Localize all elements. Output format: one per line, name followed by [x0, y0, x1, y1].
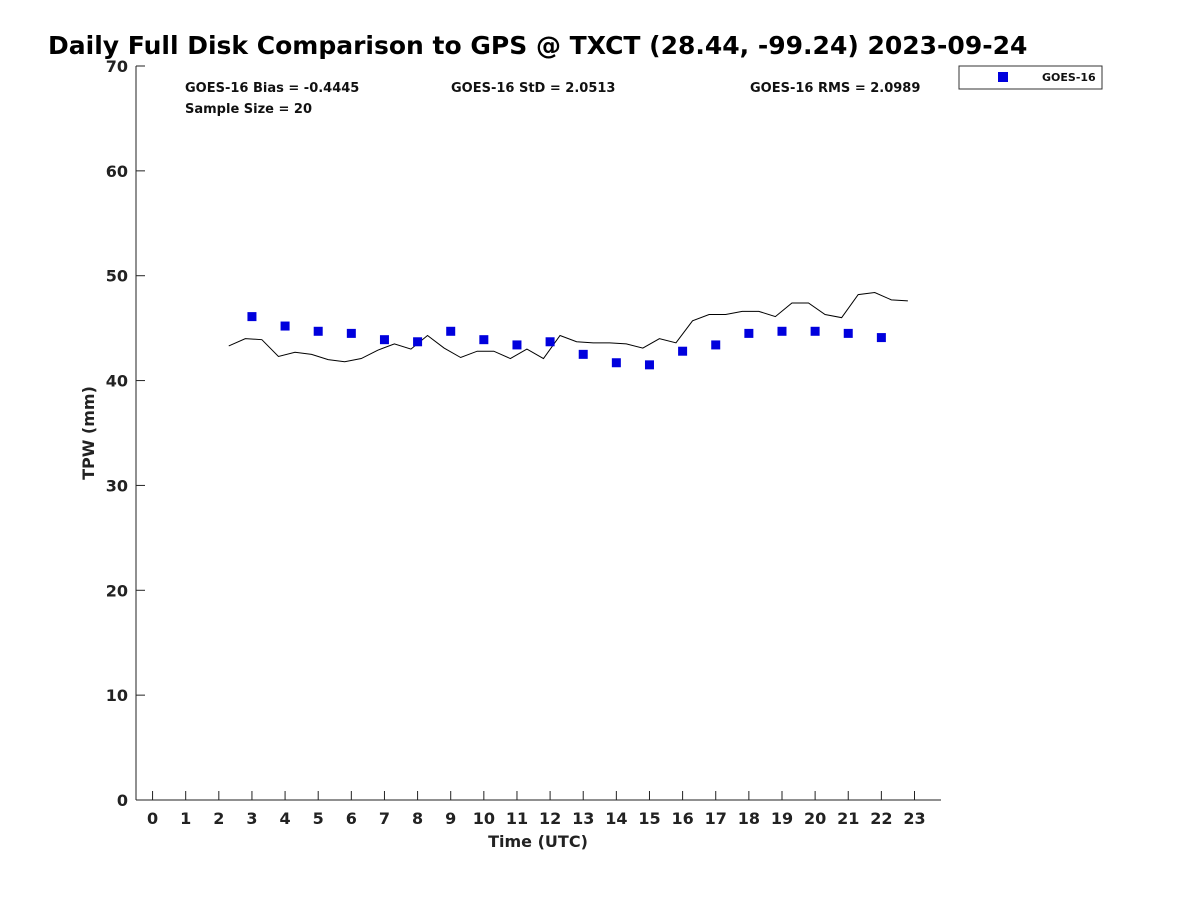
legend-goes-16-label: GOES-16: [1042, 71, 1096, 84]
x-tick-label: 12: [539, 809, 561, 828]
x-tick-label: 18: [738, 809, 760, 828]
x-tick-label: 6: [346, 809, 357, 828]
goes-16-data-point: [578, 349, 588, 359]
x-tick-label: 4: [280, 809, 291, 828]
goes-16-data-point: [446, 326, 456, 336]
x-tick-label: 2: [213, 809, 224, 828]
goes-16-data-point: [512, 340, 522, 350]
y-tick-label: 0: [117, 791, 128, 810]
x-tick-label: 8: [412, 809, 423, 828]
y-tick-label: 10: [106, 686, 128, 705]
x-tick-label: 14: [605, 809, 627, 828]
goes-16-data-point: [744, 328, 754, 338]
goes-16-data-point: [711, 340, 721, 350]
goes-16-data-point: [876, 333, 886, 343]
goes-16-data-point: [678, 346, 688, 356]
y-tick-label: 60: [106, 162, 128, 181]
y-axis-label: TPW (mm): [79, 386, 98, 480]
y-tick-label: 40: [106, 372, 128, 391]
y-tick-label: 20: [106, 581, 128, 600]
y-tick-label: 70: [106, 57, 128, 76]
x-axis-label: Time (UTC): [488, 832, 588, 851]
x-tick-label: 22: [870, 809, 892, 828]
x-tick-label: 15: [638, 809, 660, 828]
x-tick-label: 7: [379, 809, 390, 828]
legend-box: [958, 65, 1103, 90]
goes-16-data-point: [611, 358, 621, 368]
chart-title: Daily Full Disk Comparison to GPS @ TXCT…: [48, 31, 1027, 60]
legend: GOES-16: [958, 65, 1103, 90]
goes-16-data-point: [313, 326, 323, 336]
goes-16-data-point: [545, 337, 555, 347]
goes-16-data-point: [280, 321, 290, 331]
goes-16-data-point: [810, 326, 820, 336]
goes-16-data-point: [379, 335, 389, 345]
std-stat: GOES-16 StD = 2.0513: [451, 81, 615, 96]
x-tick-label: 5: [313, 809, 324, 828]
goes-16-data-point: [644, 360, 654, 370]
x-tick-label: 13: [572, 809, 594, 828]
x-tick-label: 21: [837, 809, 859, 828]
goes-16-data-point: [777, 326, 787, 336]
y-tick-label: 30: [106, 476, 128, 495]
x-tick-label: 3: [246, 809, 257, 828]
x-tick-label: 17: [705, 809, 727, 828]
gps-tpw-line: [228, 291, 908, 363]
x-tick-label: 23: [903, 809, 925, 828]
sample-size-stat: Sample Size = 20: [185, 102, 312, 117]
x-tick-label: 20: [804, 809, 826, 828]
x-tick-label: 9: [445, 809, 456, 828]
x-tick-label: 1: [180, 809, 191, 828]
goes-16-data-point: [247, 312, 257, 322]
goes-16-data-point: [346, 328, 356, 338]
rms-stat: GOES-16 RMS = 2.0989: [750, 81, 920, 96]
goes-16-data-point: [843, 328, 853, 338]
goes-16-data-point: [479, 335, 489, 345]
goes-16-data-point: [413, 337, 423, 347]
legend-goes-16-marker: [998, 72, 1008, 82]
x-tick-label: 0: [147, 809, 158, 828]
x-tick-label: 11: [506, 809, 528, 828]
x-tick-label: 10: [473, 809, 495, 828]
bias-stat: GOES-16 Bias = -0.4445: [185, 81, 359, 96]
y-tick-label: 50: [106, 267, 128, 286]
x-tick-label: 16: [671, 809, 693, 828]
x-tick-label: 19: [771, 809, 793, 828]
